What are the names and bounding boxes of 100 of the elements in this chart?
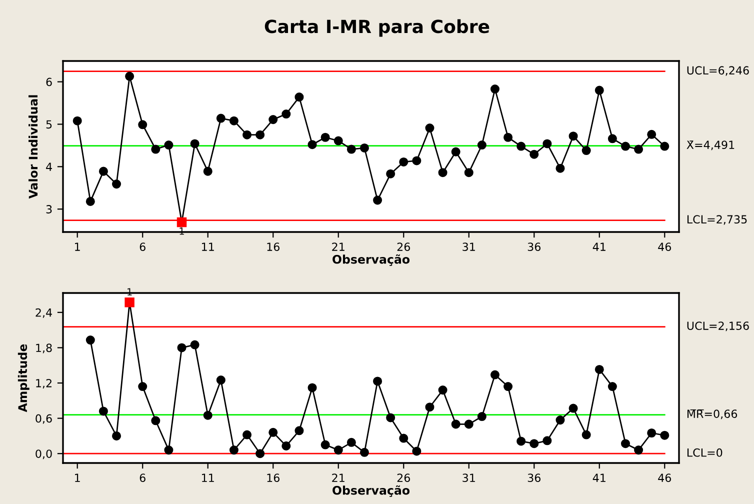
point (504, 132, 513, 142)
point (608, 382, 617, 392)
y-tick-label: 1,8 (36, 344, 52, 354)
x-tick-label: 6 (140, 474, 146, 482)
point (386, 413, 396, 422)
ref-line-label: X̄=4,491 (686, 140, 734, 150)
point (490, 370, 500, 380)
point (164, 446, 174, 455)
point (608, 134, 617, 144)
chart-title: Carta I-MR para Cobre (264, 19, 490, 37)
point (138, 382, 148, 392)
point (256, 130, 265, 140)
point (112, 180, 122, 189)
point (151, 144, 160, 154)
point (477, 140, 486, 150)
point (334, 136, 343, 146)
point (360, 143, 369, 152)
point (660, 430, 670, 440)
point (268, 115, 278, 124)
point (268, 428, 278, 437)
point (190, 340, 200, 350)
point (98, 406, 108, 416)
y-tick-label: 0,6 (36, 414, 52, 424)
point (594, 364, 604, 374)
point (412, 156, 422, 166)
x-tick-label: 41 (592, 242, 606, 251)
point (86, 196, 95, 206)
ref-line-label: UCL=6,246 (687, 66, 749, 76)
point (72, 116, 82, 126)
point (477, 412, 486, 422)
point (112, 431, 122, 440)
point (516, 142, 526, 151)
point (125, 72, 134, 81)
point (490, 84, 500, 94)
point (504, 382, 513, 392)
point (282, 110, 291, 119)
x-tick-label: 21 (332, 474, 344, 482)
point (242, 130, 252, 140)
point (412, 446, 422, 456)
x-tick-label: 1 (75, 474, 80, 482)
point (542, 139, 552, 148)
point (620, 439, 630, 448)
x-tick-label: 16 (267, 474, 280, 482)
x-tick-label: 11 (202, 242, 214, 251)
x-tick-label: 31 (462, 474, 475, 482)
x-tick-label: 26 (397, 242, 410, 252)
x-tick-label: 46 (658, 242, 672, 252)
y-tick-label: 6 (46, 78, 52, 86)
point (190, 139, 200, 148)
y-axis-title: Amplitude (18, 344, 30, 412)
point (634, 446, 644, 455)
point (373, 376, 382, 386)
ref-line-label: LCL=0 (687, 448, 722, 457)
x-axis-title: Observação (332, 485, 410, 497)
point (373, 196, 382, 205)
x-tick-label: 36 (528, 474, 541, 482)
point (203, 410, 212, 420)
point (216, 376, 226, 385)
point (308, 140, 317, 150)
x-tick-label: 6 (140, 242, 146, 252)
x-axis-title: Observação (332, 254, 410, 266)
point (425, 124, 434, 133)
point (86, 336, 95, 345)
point (294, 92, 304, 102)
point (620, 142, 630, 151)
x-tick-label: 31 (462, 242, 475, 252)
y-tick-label: 4 (46, 162, 52, 171)
x-tick-label: 1 (75, 242, 80, 251)
point (334, 446, 343, 455)
point (516, 436, 526, 446)
y-tick-label: 1,2 (36, 378, 52, 389)
point (438, 386, 448, 395)
point (294, 426, 304, 436)
point (556, 164, 565, 173)
point (346, 144, 356, 154)
point (451, 420, 460, 429)
point (242, 430, 252, 440)
point (256, 449, 265, 458)
point (582, 146, 591, 156)
point (425, 402, 434, 412)
y-tick-label: 5 (46, 120, 52, 129)
point (386, 169, 396, 178)
y-tick-label: 0,0 (36, 450, 52, 460)
point (320, 440, 330, 450)
point (151, 416, 160, 426)
point (660, 142, 670, 151)
point (530, 439, 539, 448)
point (399, 157, 408, 166)
x-tick-label: 41 (592, 474, 606, 482)
point (177, 343, 186, 352)
y-tick-label: 3 (46, 205, 52, 214)
point (399, 434, 408, 443)
point (464, 420, 474, 429)
point (164, 140, 174, 150)
x-tick-label: 16 (267, 242, 280, 252)
point (360, 448, 369, 457)
point (451, 147, 460, 156)
point (647, 130, 656, 139)
point (634, 144, 644, 154)
x-tick-label: 11 (202, 474, 214, 482)
